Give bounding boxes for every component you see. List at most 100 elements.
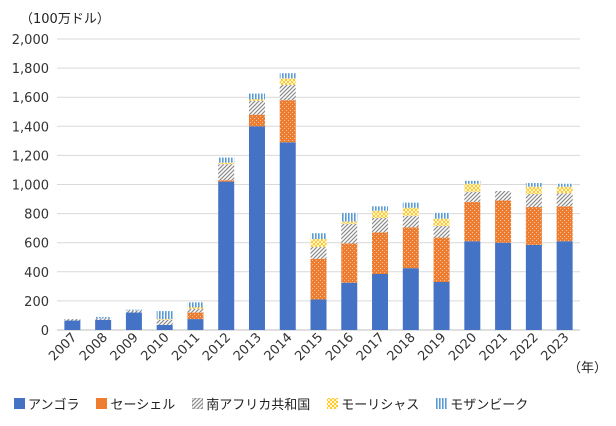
bar-segment-mozambique-2016	[341, 212, 358, 222]
bar-segment-mauritius-2022	[525, 186, 542, 194]
y-tick-label: 1,800	[12, 62, 49, 77]
y-tick-label: 400	[24, 266, 49, 281]
bar-segment-mauritius-2015	[310, 239, 327, 248]
y-axis: 0 200 400 600 800 1,000 1,200 1,400 1,600 1,800 2,…	[12, 33, 49, 339]
bar-segment-angola-2015	[310, 299, 327, 330]
bar-segment-south_africa-2010	[156, 319, 173, 325]
bar-segment-mozambique-2019	[433, 212, 450, 219]
bar-segment-mauritius-2019	[433, 218, 450, 226]
bar-segment-south_africa-2008	[95, 318, 112, 320]
x-tick-label: 2021	[477, 330, 511, 364]
bar-segment-south_africa-2022	[525, 193, 542, 208]
bar-segment-angola-2016	[341, 282, 358, 330]
bar-segment-south_africa-2017	[372, 217, 389, 233]
bar-segment-angola-2014	[279, 142, 296, 330]
bar-segment-seychelles-2011	[187, 312, 204, 320]
bar-segment-south_africa-2016	[341, 223, 358, 244]
legend-item-seychelles: セーシェル	[96, 394, 175, 413]
legend-swatch-angola	[14, 398, 25, 409]
legend-item-angola: アンゴラ	[14, 394, 79, 413]
bar-segment-south_africa-2012	[218, 164, 235, 181]
bar-segment-south_africa-2007	[64, 319, 81, 321]
legend-swatch-mauritius	[327, 398, 339, 409]
bar-segment-mozambique-2020	[464, 180, 481, 184]
gridlines	[57, 38, 580, 331]
bar-segment-seychelles-2018	[402, 227, 419, 269]
bar-segment-mozambique-2013	[248, 93, 265, 100]
bar-segment-mozambique-2017	[372, 206, 389, 211]
x-tick-label: 2007	[46, 330, 80, 364]
bar-segment-angola-2022	[525, 244, 542, 330]
bar-segment-angola-2008	[95, 319, 112, 330]
y-tick-label: 1,600	[12, 91, 49, 106]
bar-segment-seychelles-2020	[464, 201, 481, 242]
y-tick-label: 200	[24, 295, 49, 310]
x-tick-label: 2010	[138, 330, 172, 364]
x-axis-unit-label: （年）	[568, 361, 608, 376]
bar-segment-angola-2019	[433, 281, 450, 330]
bar-segment-south_africa-2019	[433, 225, 450, 238]
legend-item-mozambique: モザンビーク	[436, 394, 528, 413]
bar-segment-mozambique-2018	[402, 202, 419, 208]
bar-segment-seychelles-2013	[248, 114, 265, 127]
bar-segment-seychelles-2022	[525, 207, 542, 245]
x-tick-label: 2022	[508, 330, 542, 364]
bar-segment-mauritius-2020	[464, 183, 481, 192]
bar-segment-angola-2017	[372, 273, 389, 330]
y-tick-label: 1,000	[12, 179, 49, 194]
bar-segment-mauritius-2012	[218, 162, 235, 165]
bar-segment-mauritius-2011	[187, 307, 204, 309]
x-tick-label: 2019	[415, 330, 449, 364]
bar-segment-seychelles-2012	[218, 180, 235, 182]
y-axis-unit-label: （100万ドル）	[20, 12, 110, 27]
bar-segment-mozambique-2012	[218, 157, 235, 163]
bar-segment-angola-2013	[248, 126, 265, 330]
bar-segment-angola-2012	[218, 181, 235, 330]
bar-segment-mauritius-2017	[372, 210, 389, 218]
bar-segment-south_africa-2018	[402, 215, 419, 228]
bar-segment-angola-2009	[125, 312, 142, 330]
y-tick-label: 2,000	[12, 33, 49, 48]
x-tick-label: 2020	[446, 330, 480, 364]
x-tick-label: 2013	[231, 330, 265, 364]
bar-segment-mauritius-2010	[156, 319, 173, 320]
y-tick-label: 0	[41, 324, 49, 339]
bar-segment-seychelles-2015	[310, 258, 327, 300]
bar-segment-mozambique-2015	[310, 233, 327, 240]
y-tick-label: 600	[24, 237, 49, 252]
bar-segment-mozambique-2010	[156, 311, 173, 320]
bar-segment-mozambique-2011	[187, 302, 204, 308]
bar-segment-seychelles-2023	[556, 206, 573, 242]
bar-segment-angola-2023	[556, 241, 573, 330]
y-tick-label: 1,200	[12, 149, 49, 164]
bar-segment-mozambique-2022	[525, 183, 542, 187]
bar-segment-angola-2018	[402, 268, 419, 330]
bar-segment-south_africa-2013	[248, 100, 265, 115]
bar-segment-south_africa-2015	[310, 247, 327, 259]
y-tick-label: 800	[24, 208, 49, 223]
bar-segment-seychelles-2017	[372, 232, 389, 274]
bar-segment-angola-2011	[187, 319, 204, 330]
legend-item-south-africa: 南アフリカ共和国	[192, 394, 310, 413]
x-axis: 2007200820092010201120122013201420152016…	[46, 330, 572, 364]
x-tick-label: 2012	[200, 330, 234, 364]
x-tick-label: 2014	[262, 330, 296, 364]
x-tick-label: 2008	[77, 330, 111, 364]
bar-segment-mauritius-2013	[248, 99, 265, 101]
legend-item-mauritius: モーリシャス	[327, 394, 419, 413]
bar-segment-mauritius-2014	[279, 78, 296, 85]
legend: アンゴラ セーシェル 南アフリカ共和国 モーリシャス モザンビーク	[14, 394, 545, 413]
bar-segment-mozambique-2009	[125, 309, 142, 311]
bar-segment-angola-2010	[156, 324, 173, 330]
bar-segment-seychelles-2016	[341, 243, 358, 283]
bar-segment-angola-2021	[495, 242, 512, 330]
x-tick-label: 2015	[292, 330, 326, 364]
x-tick-label: 2009	[108, 330, 142, 364]
bar-segment-mozambique-2014	[279, 73, 296, 79]
x-tick-label: 2018	[385, 330, 419, 364]
bar-segment-south_africa-2014	[279, 84, 296, 101]
legend-label-mozambique: モザンビーク	[450, 398, 529, 413]
legend-label-seychelles: セーシェル	[110, 398, 176, 413]
legend-swatch-south-africa	[192, 398, 204, 409]
